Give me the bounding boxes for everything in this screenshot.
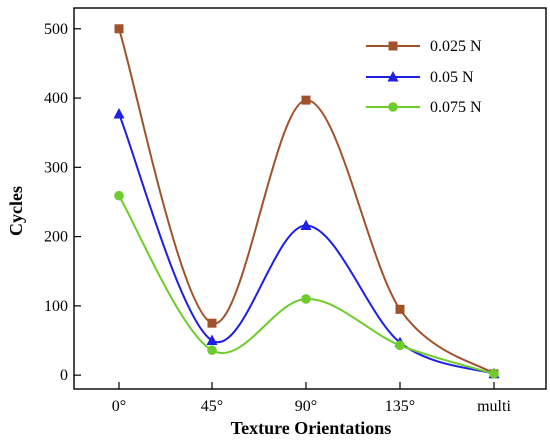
legend-marker xyxy=(388,41,398,51)
data-point xyxy=(395,340,405,351)
series-2 xyxy=(113,107,500,379)
legend-label: 0.05 N xyxy=(430,69,474,86)
data-point xyxy=(206,334,218,346)
legend-label: 0.025 N xyxy=(430,38,482,55)
plot-border xyxy=(73,7,547,390)
series-3 xyxy=(114,190,499,379)
legend-label: 0.075 N xyxy=(430,99,482,116)
y-tick-label: 300 xyxy=(44,159,68,176)
data-point xyxy=(489,368,499,379)
y-tick-label: 200 xyxy=(44,229,68,246)
legend-item: 0.05 N xyxy=(366,69,474,86)
data-point xyxy=(301,95,311,105)
series-layer xyxy=(113,24,500,379)
legend-marker xyxy=(388,102,398,112)
legend-item: 0.075 N xyxy=(366,99,482,116)
data-point xyxy=(395,304,405,314)
x-tick-label: 45° xyxy=(201,398,223,415)
x-axis: 0° 45° 90° 135° multi xyxy=(112,382,511,415)
data-point xyxy=(113,107,125,119)
data-point xyxy=(207,318,217,328)
data-point xyxy=(300,219,312,231)
y-tick-label: 100 xyxy=(44,298,68,315)
legend-item: 0.025 N xyxy=(366,38,482,55)
y-tick-label: 400 xyxy=(44,90,68,107)
x-axis-title: Texture Orientations xyxy=(231,418,392,438)
x-tick-label: multi xyxy=(477,398,511,415)
series-line xyxy=(118,195,495,375)
y-tick-label: 500 xyxy=(44,21,68,38)
series-line xyxy=(118,28,495,375)
x-tick-label: 0° xyxy=(112,398,126,415)
plot-frame xyxy=(73,7,547,390)
y-axis: 0 100 200 300 400 500 xyxy=(44,21,81,384)
legend-marker xyxy=(387,71,399,82)
y-axis-title: Cycles xyxy=(6,186,26,236)
data-point xyxy=(114,190,124,201)
legend: 0.025 N 0.05 N 0.075 N xyxy=(366,38,482,116)
x-tick-label: 135° xyxy=(385,398,415,415)
x-tick-label: 90° xyxy=(295,398,317,415)
data-point xyxy=(301,294,311,304)
data-point xyxy=(207,345,217,356)
y-tick-label: 0 xyxy=(60,367,68,384)
data-point xyxy=(114,24,124,34)
